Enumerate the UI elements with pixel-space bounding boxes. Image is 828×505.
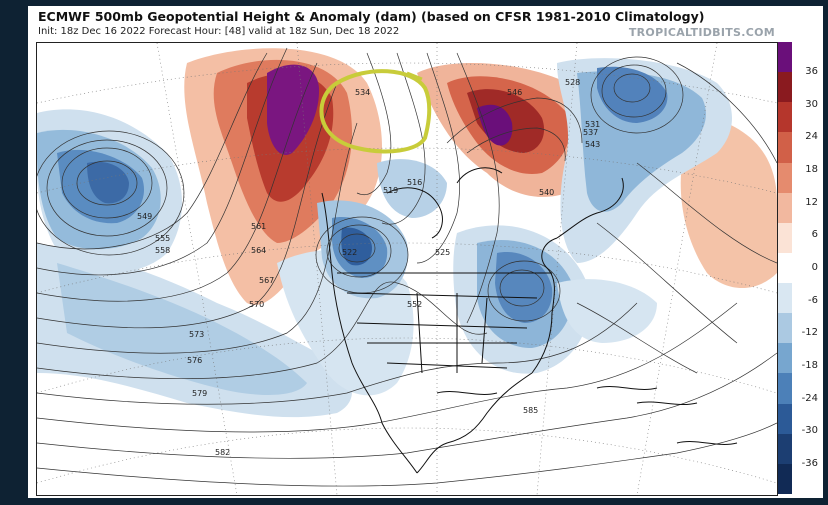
chart-title: ECMWF 500mb Geopotential Height & Anomal… — [38, 9, 705, 24]
colorbar-segment — [778, 252, 792, 284]
contour-labels: 534 528 537 540 543 546 531 549 552 555 … — [137, 78, 600, 457]
colorbar-segment — [778, 192, 792, 224]
contour-label: 567 — [259, 276, 274, 285]
colorbar-label: 12 — [805, 196, 818, 208]
colorbar-segment — [778, 403, 792, 435]
colorbar-segment — [778, 42, 792, 73]
height-contours — [37, 47, 777, 487]
colorbar-segment — [778, 222, 792, 254]
contour-label: 537 — [583, 128, 598, 137]
contour-label: 546 — [507, 88, 522, 97]
colorbar-label: -12 — [801, 327, 818, 339]
colorbar-label: 36 — [805, 66, 818, 78]
colorbar-label: -30 — [801, 425, 818, 437]
contour-label: 534 — [355, 88, 370, 97]
chart-subtitle: Init: 18z Dec 16 2022 Forecast Hour: [48… — [38, 26, 400, 37]
colorbar-label: -6 — [808, 294, 818, 306]
anomaly-shading — [37, 48, 777, 418]
contour-label: 552 — [407, 300, 422, 309]
colorbar-segment — [778, 162, 792, 194]
contour-label: 525 — [435, 248, 450, 257]
contour-label: 519 — [383, 186, 398, 195]
contour-label: 573 — [189, 330, 204, 339]
contour-label: 582 — [215, 448, 230, 457]
colorbar-label: 24 — [805, 131, 818, 143]
colorbar-segment — [778, 373, 792, 405]
annotation-tail — [406, 71, 423, 81]
colorbar: 36 30 24 18 12 6 0 -6 -12 -18 -24 -30 -36 — [778, 42, 818, 495]
colorbar-segment — [778, 433, 792, 465]
contour-label: 528 — [565, 78, 580, 87]
contour-label: 561 — [251, 222, 266, 231]
colorbar-label: 6 — [811, 229, 818, 241]
colorbar-label: 30 — [805, 98, 818, 110]
colorbar-segment — [778, 463, 792, 495]
weather-map: 534 528 537 540 543 546 531 549 552 555 … — [36, 42, 778, 496]
colorbar-label: 0 — [811, 262, 818, 273]
brand-watermark: TROPICALTIDBITS.COM — [628, 26, 775, 39]
contour-label: 516 — [407, 178, 422, 187]
contour-label: 549 — [137, 212, 152, 221]
contour-label: 558 — [155, 246, 170, 255]
contour-label: 543 — [585, 140, 600, 149]
contour-label: 522 — [342, 248, 357, 257]
colorbar-segment — [778, 72, 792, 103]
annotation-circle — [319, 69, 432, 154]
contour-label: 564 — [251, 246, 266, 255]
colorbar-label: -24 — [801, 392, 818, 404]
colorbar-label: -18 — [801, 359, 818, 371]
figure-frame: ECMWF 500mb Geopotential Height & Anomal… — [28, 6, 823, 498]
contour-label: 576 — [187, 356, 202, 365]
contour-label: 570 — [249, 300, 264, 309]
colorbar-segment — [778, 102, 792, 133]
latlon-grid — [37, 43, 777, 495]
colorbar-segment — [778, 283, 792, 314]
coastlines — [321, 167, 738, 474]
colorbar-label: 18 — [805, 164, 818, 176]
contour-label: 555 — [155, 234, 170, 243]
map-canvas: 534 528 537 540 543 546 531 549 552 555 … — [37, 43, 777, 495]
colorbar-segment — [778, 313, 792, 344]
contour-label: 540 — [539, 188, 554, 197]
colorbar-segment — [778, 132, 792, 164]
colorbar-segment — [778, 343, 792, 374]
contour-label: 579 — [192, 389, 207, 398]
contour-label: 531 — [585, 120, 600, 129]
contour-label: 585 — [523, 406, 538, 415]
colorbar-label: -36 — [801, 457, 818, 469]
